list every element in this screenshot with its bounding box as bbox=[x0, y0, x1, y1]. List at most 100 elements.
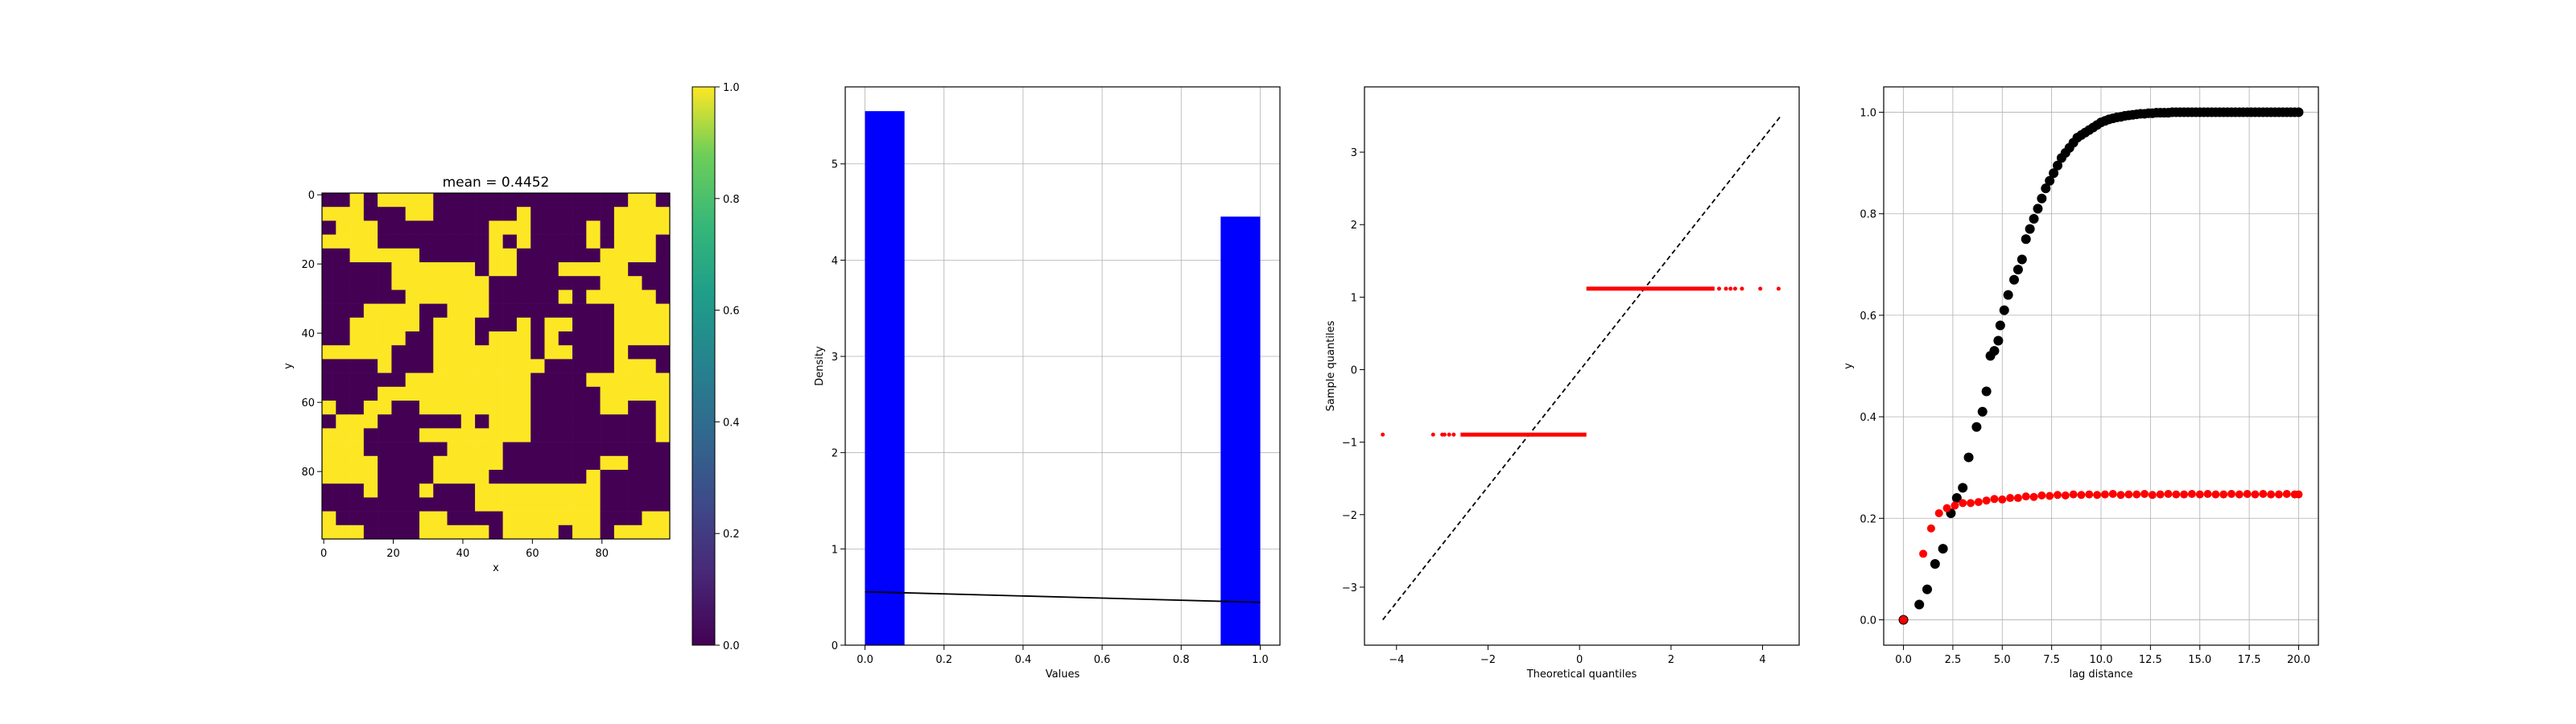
heatmap-cell bbox=[322, 497, 336, 512]
heatmap-cell bbox=[572, 428, 587, 442]
heatmap-cell bbox=[558, 193, 573, 208]
heatmap-cell bbox=[502, 372, 518, 388]
heatmap-cell bbox=[363, 497, 378, 512]
heatmap-cell bbox=[391, 428, 406, 442]
heatmap-cell bbox=[516, 303, 531, 319]
heatmap-cell bbox=[655, 220, 671, 235]
heatmap-cell bbox=[419, 470, 434, 484]
heatmap-cell bbox=[655, 193, 671, 208]
heatmap-x-tick-label: 0 bbox=[320, 548, 327, 560]
heatmap-cell bbox=[489, 455, 503, 471]
heatmap-cell bbox=[378, 248, 392, 263]
heatmap-cell bbox=[642, 345, 657, 360]
heatmap-cell bbox=[572, 234, 587, 249]
heatmap-cell bbox=[628, 276, 642, 290]
heatmap-cell bbox=[516, 470, 531, 484]
variogram-point bbox=[1974, 498, 1983, 507]
variogram-point bbox=[2274, 490, 2283, 499]
heatmap-cell bbox=[363, 428, 378, 442]
heatmap-cell bbox=[642, 303, 657, 319]
variogram-x-tick-label: 2.5 bbox=[1945, 654, 1962, 666]
heatmap-cell bbox=[530, 359, 545, 373]
variogram-y-tick-label: 0.2 bbox=[1860, 513, 1876, 525]
qq-point-run bbox=[1460, 432, 1587, 437]
heatmap-cell bbox=[600, 470, 615, 484]
heatmap-cell bbox=[655, 345, 671, 360]
heatmap-cell bbox=[600, 290, 615, 304]
heatmap-cell bbox=[447, 386, 462, 401]
heatmap-cell bbox=[642, 470, 657, 484]
heatmap-cell bbox=[544, 193, 559, 208]
heatmap-cell bbox=[460, 193, 476, 208]
histogram-frame bbox=[844, 86, 1281, 646]
heatmap-cell bbox=[447, 303, 462, 319]
heatmap-cell bbox=[336, 276, 350, 290]
variogram-point bbox=[2294, 490, 2303, 499]
heatmap-cell bbox=[363, 401, 378, 415]
heatmap-y-tick-label: 80 bbox=[301, 467, 315, 479]
variogram-point bbox=[1938, 544, 1948, 554]
heatmap-cell bbox=[544, 414, 559, 429]
heatmap-cell bbox=[363, 470, 378, 484]
heatmap-cell bbox=[642, 262, 657, 277]
heatmap-cell bbox=[363, 262, 378, 277]
heatmap-cell bbox=[572, 276, 587, 290]
histogram-x-label: Values bbox=[1046, 668, 1080, 681]
heatmap-cell bbox=[322, 220, 336, 235]
heatmap-cell bbox=[600, 234, 615, 249]
heatmap-cell bbox=[586, 276, 601, 290]
heatmap-cell bbox=[572, 386, 587, 401]
variogram-x-label: lag distance bbox=[2069, 668, 2132, 681]
heatmap-cell bbox=[460, 428, 476, 442]
heatmap-cell bbox=[502, 511, 518, 526]
variogram-point bbox=[1958, 483, 1968, 493]
heatmap-cell bbox=[419, 455, 434, 471]
heatmap-cell bbox=[405, 442, 420, 457]
heatmap-cell bbox=[628, 317, 642, 332]
heatmap-cell bbox=[447, 414, 462, 429]
heatmap-cell bbox=[516, 414, 531, 429]
qq-frame bbox=[1364, 86, 1800, 646]
qq-point bbox=[1732, 286, 1737, 291]
heatmap-cell bbox=[642, 317, 657, 332]
heatmap-cell bbox=[586, 428, 601, 442]
variogram-panel: 0.0 2.5 5.0 7.5 10.0 12.5 15.0 17.5 20.0 0.00.20… bbox=[1843, 86, 2319, 681]
qq-point bbox=[1430, 432, 1435, 437]
variogram-x-tick-label: 15.0 bbox=[2188, 654, 2211, 666]
heatmap-cell bbox=[433, 524, 448, 540]
heatmap-cell bbox=[600, 483, 615, 498]
heatmap-cell bbox=[349, 276, 365, 290]
variogram-point bbox=[2009, 274, 2019, 285]
heatmap-cell bbox=[336, 262, 350, 277]
heatmap-cell bbox=[600, 401, 615, 415]
heatmap-cell bbox=[558, 220, 573, 235]
heatmap-cell bbox=[349, 414, 365, 429]
heatmap-cell bbox=[544, 303, 559, 319]
heatmap-cell bbox=[363, 524, 378, 540]
heatmap-cell bbox=[530, 248, 545, 263]
heatmap-cell bbox=[460, 442, 476, 457]
variogram-point bbox=[2046, 492, 2054, 500]
heatmap-cell bbox=[558, 276, 573, 290]
heatmap-cell bbox=[349, 497, 365, 512]
heatmap-cell bbox=[405, 303, 420, 319]
heatmap-cell bbox=[516, 248, 531, 263]
heatmap-cell bbox=[613, 372, 629, 388]
heatmap-cell bbox=[516, 317, 531, 332]
heatmap-cell bbox=[572, 470, 587, 484]
heatmap-cell bbox=[613, 470, 629, 484]
heatmap-cell bbox=[530, 372, 545, 388]
qq-point bbox=[1717, 286, 1722, 291]
heatmap-cell bbox=[322, 193, 336, 208]
heatmap-cell bbox=[378, 276, 392, 290]
heatmap-cell bbox=[516, 455, 531, 471]
heatmap-cell bbox=[336, 359, 350, 373]
variogram-point bbox=[2203, 489, 2212, 498]
qq-y-tick-label: −1 bbox=[1342, 438, 1357, 450]
heatmap-cell bbox=[378, 372, 392, 388]
heatmap-cell bbox=[489, 401, 503, 415]
heatmap-cell bbox=[322, 428, 336, 442]
heatmap-cell bbox=[447, 497, 462, 512]
heatmap-cell bbox=[378, 262, 392, 277]
heatmap-cell bbox=[419, 401, 434, 415]
